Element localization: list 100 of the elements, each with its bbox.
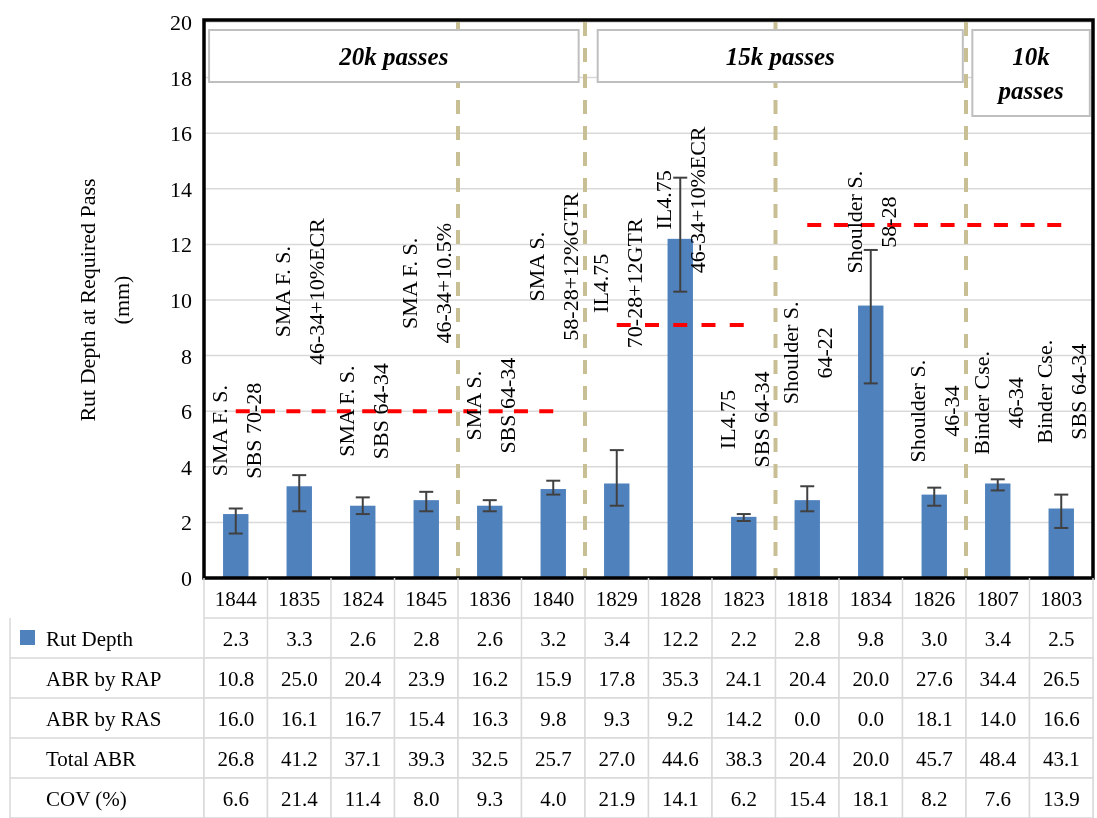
x-tick-label: 1840 [532,587,575,611]
bar [413,500,439,578]
annotation: Binder Cse. [1032,339,1058,444]
data-label: 39.3 [407,747,445,771]
annotation: Shoulder S. [905,359,931,463]
bar [223,514,249,578]
data-label: 20.4 [344,667,382,691]
data-label: 23.9 [407,667,445,691]
data-label: 24.1 [725,667,763,691]
x-tick-label: 1823 [722,587,765,611]
data-label: 20.0 [852,747,890,771]
data-label: 9.3 [603,707,630,731]
data-label: 9.8 [857,627,884,651]
annotation: SMA F. S. [397,237,423,329]
y-tick-label: 14 [170,176,192,202]
data-label: 16.6 [1042,707,1080,731]
bar [794,500,820,578]
annotation: SBS 70-28 [240,382,266,479]
legend-label: Rut Depth [46,627,134,651]
annotation: SBS 64-34 [494,357,520,454]
data-label: 25.0 [280,667,318,691]
y-axis-title: Rut Depth at Required Pass (mm) [75,178,134,422]
data-label: 6.2 [730,787,757,811]
data-label: 9.2 [667,707,694,731]
annotation: Shoulder S. [778,301,804,405]
data-label: 9.3 [476,787,503,811]
data-label: 21.9 [598,787,636,811]
bar [921,494,947,578]
data-label: 6.6 [222,787,249,811]
annotation: SMA F. S. [206,385,232,477]
y-tick-label: 8 [181,343,192,369]
y-tick-label: 10 [170,288,192,313]
annotation: 46-34+10.5% [431,223,457,344]
data-label: 14.0 [979,707,1017,731]
x-tick-label: 1818 [786,587,829,611]
bar [477,505,503,578]
data-label: 27.0 [598,747,636,771]
x-tick-label: 1845 [405,587,448,611]
annotation: 58-28 [875,196,901,248]
y-tick-label: 16 [170,121,192,147]
data-label: 18.1 [915,707,953,731]
data-label: 16.0 [217,707,255,731]
data-label: 20.0 [852,667,890,691]
data-label: 3.0 [921,627,948,651]
data-label: 13.9 [1042,787,1080,811]
x-tick-label: 1836 [468,587,511,611]
data-label: 3.4 [984,627,1012,651]
annotation: SBS 64-34 [367,363,393,460]
annotation: SMA F. S. [333,365,359,457]
data-label: 9.8 [540,707,567,731]
data-label: 21.4 [280,787,319,811]
data-label: 35.3 [661,667,699,691]
x-tick-label: 1803 [1040,587,1083,611]
bar [540,489,566,578]
x-tick-label: 1829 [595,587,638,611]
data-label: 44.6 [661,747,699,771]
bar [286,486,312,578]
y-tick-label: 20 [170,10,192,35]
y-tick-label: 18 [170,65,192,91]
data-label: 17.8 [598,667,636,691]
annotation: 64-22 [812,327,838,379]
annotation: 46-34+10%ECR [304,217,330,366]
data-label: 18.1 [852,787,890,811]
data-label: 10.8 [217,667,255,691]
y-tick-label: 2 [181,510,192,536]
data-label: 2.3 [222,627,249,651]
data-label: 27.6 [915,667,953,691]
annotation: SMA F. S. [270,246,296,338]
annotation: 58-28+12%GTR [558,192,584,341]
data-label: 16.2 [471,667,509,691]
data-label: 25.7 [534,747,572,771]
data-label: 15.4 [788,787,827,811]
bar [985,483,1011,578]
bar [350,505,376,578]
data-label: 16.3 [471,707,509,731]
bar [1048,508,1074,578]
annotation: 70-28+12GTR [621,218,647,349]
data-label: 2.8 [413,627,440,651]
data-label: 45.7 [915,747,953,771]
annotation: 46-34 [939,385,965,437]
y-tick-label: ABR by RAP [46,667,162,691]
annotation: IL4.75 [714,389,740,450]
x-tick-label: 1828 [659,587,702,611]
bar [858,305,884,578]
annotation: SBS 64-34 [748,371,774,468]
y-tick-label: COV (%) [46,787,127,811]
y-tick-label: ABR by RAS [46,707,162,731]
y-tick-label: 12 [170,232,192,258]
annotation: IL4.75 [651,170,677,230]
bar [604,483,630,578]
data-label: 0.0 [857,707,884,731]
data-label: 3.4 [603,627,631,651]
y-tick-label: Total ABR [46,747,137,771]
x-tick-label: 1807 [976,587,1019,611]
annotation: 15k passes [725,43,835,70]
data-label: 2.8 [794,627,821,651]
data-label: 2.2 [730,627,757,651]
annotation: 10k passes [996,43,1064,104]
annotation: IL4.75 [587,253,613,313]
data-label: 3.3 [286,627,313,651]
